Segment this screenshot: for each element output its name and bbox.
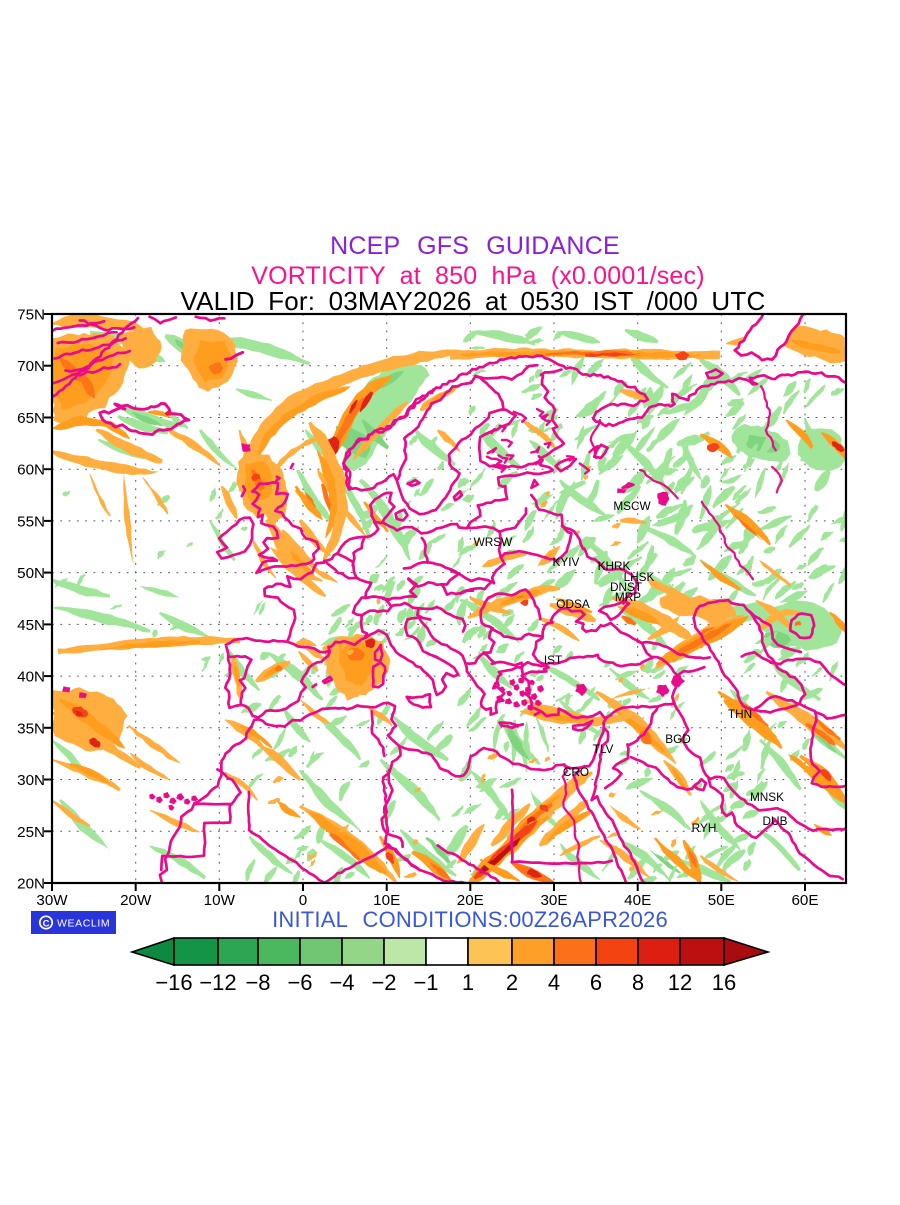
svg-text:25N: 25N bbox=[17, 824, 45, 841]
svg-text:KYIV: KYIV bbox=[553, 555, 580, 569]
svg-text:35N: 35N bbox=[17, 720, 45, 737]
svg-text:30E: 30E bbox=[540, 892, 567, 909]
svg-text:65N: 65N bbox=[17, 410, 45, 427]
svg-text:ODSA: ODSA bbox=[556, 597, 590, 611]
svg-text:75N: 75N bbox=[17, 307, 45, 324]
svg-text:MRP: MRP bbox=[615, 590, 641, 604]
svg-text:−2: −2 bbox=[371, 970, 396, 995]
svg-text:BGD: BGD bbox=[665, 732, 691, 746]
svg-text:30W: 30W bbox=[36, 892, 68, 909]
svg-text:16: 16 bbox=[712, 970, 736, 995]
svg-text:−8: −8 bbox=[245, 970, 270, 995]
svg-text:50E: 50E bbox=[708, 892, 735, 909]
svg-text:−4: −4 bbox=[329, 970, 354, 995]
svg-text:LHSK: LHSK bbox=[624, 570, 655, 584]
svg-text:55N: 55N bbox=[17, 513, 45, 530]
svg-text:THN: THN bbox=[728, 707, 752, 721]
svg-text:−1: −1 bbox=[413, 970, 438, 995]
svg-text:TLV: TLV bbox=[593, 742, 614, 756]
svg-text:60E: 60E bbox=[791, 892, 818, 909]
svg-text:10W: 10W bbox=[204, 892, 236, 909]
svg-text:DUB: DUB bbox=[763, 814, 788, 828]
svg-text:MSCW: MSCW bbox=[613, 499, 651, 513]
svg-text:−12: −12 bbox=[199, 970, 236, 995]
svg-text:40E: 40E bbox=[624, 892, 651, 909]
svg-text:12: 12 bbox=[668, 970, 692, 995]
svg-text:50N: 50N bbox=[17, 565, 45, 582]
svg-text:4: 4 bbox=[548, 970, 560, 995]
svg-text:30N: 30N bbox=[17, 772, 45, 789]
svg-text:MNSK: MNSK bbox=[750, 790, 784, 804]
svg-text:70N: 70N bbox=[17, 358, 45, 375]
svg-text:−16: −16 bbox=[155, 970, 192, 995]
svg-text:2: 2 bbox=[506, 970, 518, 995]
svg-text:60N: 60N bbox=[17, 462, 45, 479]
svg-text:6: 6 bbox=[590, 970, 602, 995]
svg-text:RYH: RYH bbox=[692, 821, 717, 835]
svg-text:20N: 20N bbox=[17, 876, 45, 893]
svg-text:WEACLIM: WEACLIM bbox=[57, 918, 110, 930]
svg-text:40N: 40N bbox=[17, 669, 45, 686]
svg-text:−6: −6 bbox=[287, 970, 312, 995]
svg-text:CRO: CRO bbox=[563, 765, 589, 779]
svg-text:10E: 10E bbox=[373, 892, 400, 909]
svg-text:1: 1 bbox=[462, 970, 474, 995]
svg-text:0: 0 bbox=[299, 892, 307, 909]
svg-text:WRSW: WRSW bbox=[474, 535, 514, 549]
svg-text:45N: 45N bbox=[17, 617, 45, 634]
svg-text:KHRK: KHRK bbox=[598, 559, 631, 573]
svg-text:INITIAL CONDITIONS:00Z26APR202: INITIAL CONDITIONS:00Z26APR2026 bbox=[272, 907, 668, 932]
svg-text:DNST: DNST bbox=[610, 580, 642, 594]
svg-text:8: 8 bbox=[632, 970, 644, 995]
svg-text:VORTICITY at 850 hPa (x0.0001/: VORTICITY at 850 hPa (x0.0001/sec) bbox=[251, 262, 705, 290]
svg-text:20W: 20W bbox=[120, 892, 152, 909]
svg-text:NCEP GFS GUIDANCE: NCEP GFS GUIDANCE bbox=[330, 232, 620, 260]
svg-text:VALID For: 03MAY2026 at 0530 I: VALID For: 03MAY2026 at 0530 IST /000 UT… bbox=[181, 286, 766, 316]
svg-text:IST: IST bbox=[544, 653, 562, 667]
svg-text:C: C bbox=[43, 919, 50, 930]
svg-text:20E: 20E bbox=[457, 892, 484, 909]
